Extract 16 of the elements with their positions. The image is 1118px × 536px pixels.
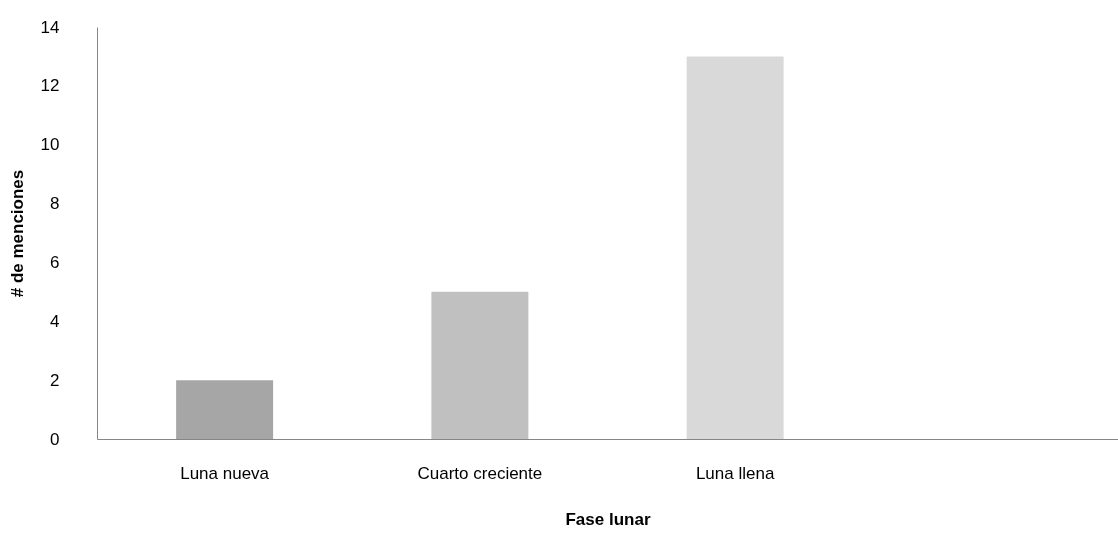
x-axis-title: Fase lunar — [565, 509, 651, 529]
x-tick-label: Luna llena — [695, 463, 775, 483]
y-tick-label: 8 — [50, 194, 60, 214]
y-tick-label: 14 — [40, 17, 60, 37]
y-tick-label: 10 — [40, 135, 60, 155]
y-tick-label: 6 — [50, 252, 60, 272]
bar — [686, 56, 784, 439]
y-axis-title: # de menciones — [7, 169, 27, 298]
y-tick-label: 4 — [50, 311, 60, 331]
bar — [176, 380, 274, 439]
bar — [431, 291, 529, 439]
x-tick-label: Luna nueva — [180, 463, 270, 483]
y-tick-label: 2 — [50, 370, 60, 390]
x-tick-label: Cuarto creciente — [417, 463, 543, 483]
y-tick-label: 12 — [40, 76, 60, 96]
y-tick-label: 0 — [50, 429, 60, 449]
